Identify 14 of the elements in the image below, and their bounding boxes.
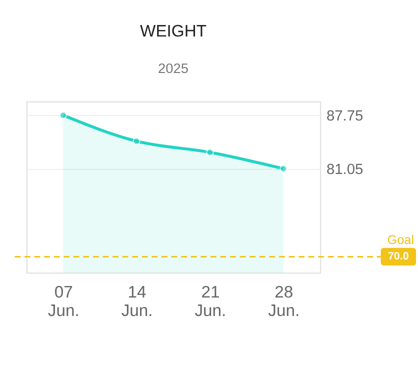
text: 70.0 xyxy=(388,250,409,263)
point xyxy=(206,148,214,156)
x-tick-label: 14 Jun. xyxy=(121,282,153,320)
x-tick-label: 07 Jun. xyxy=(48,282,80,320)
x-tick-label: 21 Jun. xyxy=(194,282,226,320)
x-tick-label: 28 Jun. xyxy=(268,282,300,320)
chart-title: WEIGHT xyxy=(140,22,207,41)
y-tick-label: 87.75 xyxy=(326,108,364,125)
chart-subtitle: 2025 xyxy=(158,60,189,76)
point xyxy=(280,164,288,172)
y-tick-label: 81.05 xyxy=(326,162,364,178)
point xyxy=(59,112,67,120)
point xyxy=(132,137,140,145)
ref-line-label: Goal xyxy=(387,232,414,247)
